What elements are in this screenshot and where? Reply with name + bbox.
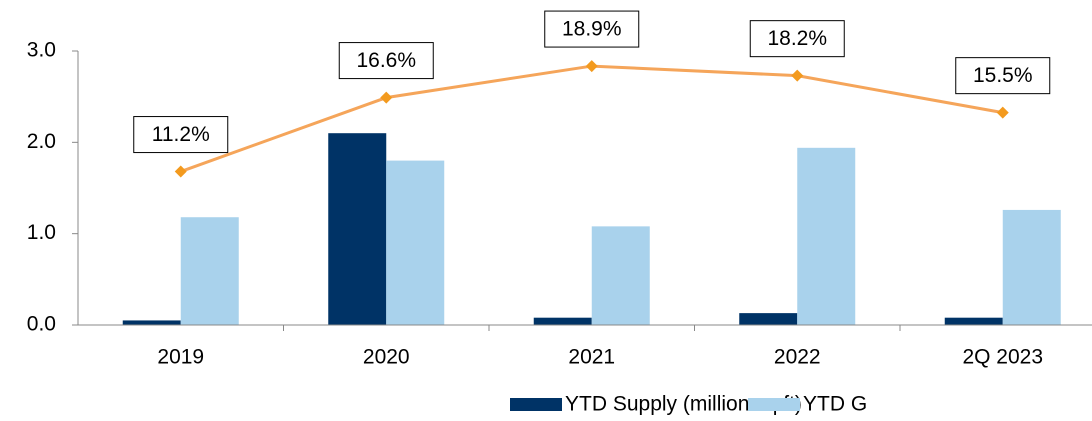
data-label: 16.6% — [356, 49, 416, 72]
y-tick-label: 1.0 — [27, 221, 56, 244]
x-tick-label: 2022 — [774, 346, 821, 369]
marker — [585, 60, 598, 73]
marker — [174, 165, 187, 178]
x-tick-label: 2Q 2023 — [962, 346, 1043, 369]
label-box — [955, 57, 1051, 95]
y-tick-label: 3.0 — [27, 39, 56, 62]
line — [180, 64, 1004, 173]
label-box — [338, 42, 434, 80]
legend-label: YTD G — [803, 393, 867, 416]
bar — [591, 226, 650, 325]
bar — [1002, 209, 1061, 325]
bar — [180, 217, 239, 325]
bar — [797, 147, 856, 325]
data-label: 18.2% — [767, 27, 827, 50]
legend-label: YTD Supply (million sq ft) — [565, 393, 802, 416]
data-label: 15.5% — [973, 64, 1033, 87]
x-tick-label: 2020 — [363, 346, 410, 369]
marker — [791, 69, 804, 82]
bar — [386, 160, 445, 325]
legend-swatch — [510, 398, 562, 411]
bar — [739, 313, 798, 325]
label-box — [544, 10, 640, 48]
legend-swatch — [748, 398, 800, 411]
data-label: 11.2% — [152, 123, 210, 146]
marker — [996, 106, 1009, 119]
label-box — [133, 116, 229, 154]
bar — [944, 317, 1003, 325]
bar — [533, 317, 592, 325]
x-tick-label: 2019 — [157, 346, 204, 369]
marker — [380, 91, 393, 104]
bar — [122, 320, 181, 325]
y-tick-label: 0.0 — [27, 313, 56, 336]
label-box — [749, 20, 845, 58]
bar — [328, 133, 387, 325]
y-tick-label: 2.0 — [27, 130, 56, 153]
x-tick-label: 2021 — [568, 346, 615, 369]
data-label: 18.9% — [562, 18, 622, 41]
